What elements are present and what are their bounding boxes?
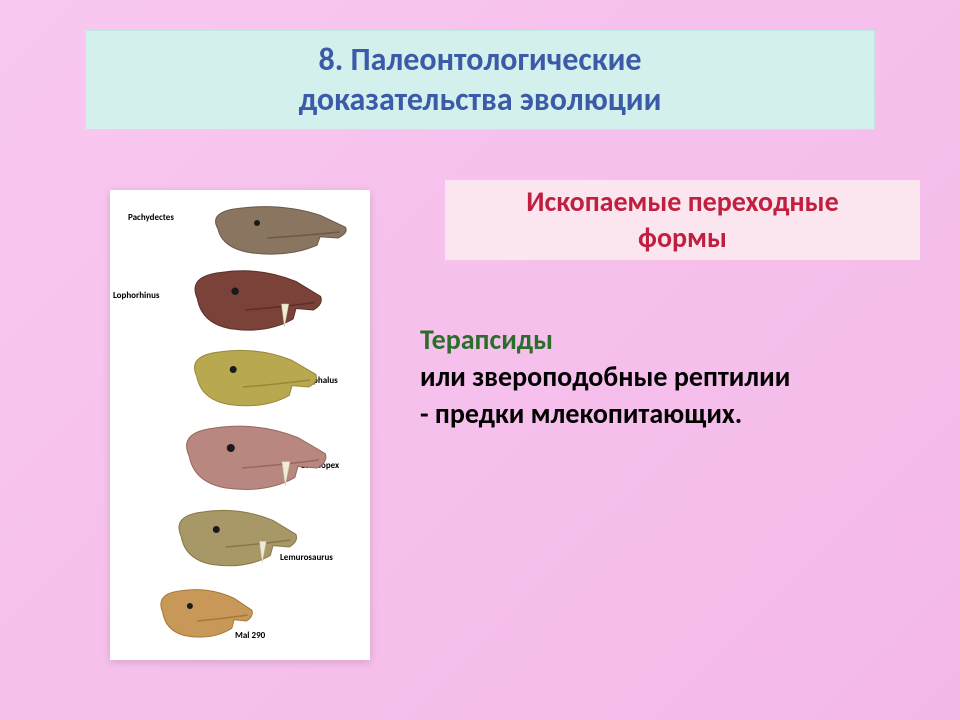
title-line-2: доказательства эволюции	[299, 80, 662, 120]
creature-head-icon	[200, 202, 350, 262]
body-text: Терапсиды или звероподобные рептилии - п…	[420, 322, 940, 431]
creature-head-icon	[180, 345, 320, 415]
creature-head-icon	[150, 585, 255, 645]
creature-label: Lophorhinus	[113, 290, 160, 301]
creature-head-icon	[170, 420, 330, 500]
creature-label: Pachydectes	[128, 212, 174, 223]
body-line-2: или звероподобные рептилии	[420, 359, 940, 394]
body-line-3: - предки млекопитающих.	[420, 396, 940, 431]
creature-head-icon	[180, 265, 325, 340]
subtitle-line-2: формы	[638, 220, 727, 256]
title-box: 8. Палеонтологические доказательства эво…	[85, 30, 875, 130]
subtitle-line-1: Ископаемые переходные	[526, 184, 838, 220]
title-line-1: 8. Палеонтологические	[318, 40, 641, 80]
body-line-1: Терапсиды	[420, 322, 940, 357]
subtitle-box: Ископаемые переходные формы	[445, 180, 920, 260]
creature-head-icon	[165, 505, 300, 575]
creatures-figure: PachydectesLophorhinusBullacephalusLobal…	[110, 190, 370, 660]
